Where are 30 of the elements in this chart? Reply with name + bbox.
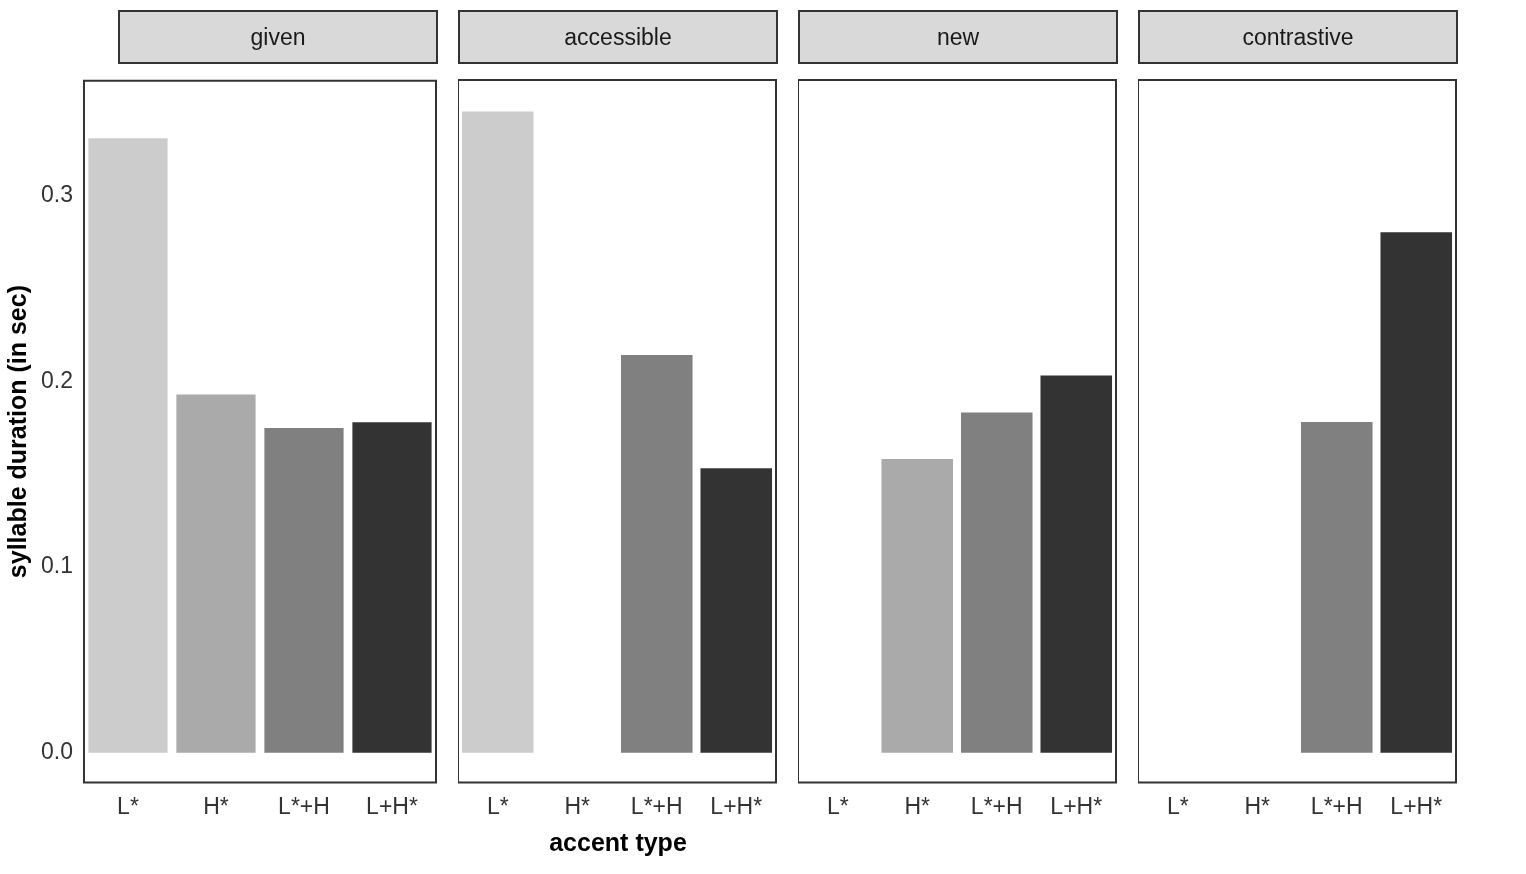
- x-tick-label: L+H*: [1390, 792, 1443, 819]
- x-tick-label: L*: [486, 792, 509, 819]
- chart-title: contrastive: [1138, 10, 1458, 64]
- x-tick-label: L*+H: [1310, 792, 1363, 819]
- chart-title: new: [798, 10, 1118, 64]
- x-tick-label: L*: [826, 792, 849, 819]
- bar: [352, 422, 432, 753]
- y-tick-label: 0.3: [40, 181, 73, 208]
- x-tick-label: L*+H: [630, 792, 683, 819]
- y-tick-label: 0.1: [40, 552, 73, 579]
- x-tick-label: L*+H: [970, 792, 1023, 819]
- y-tick-label: 0.0: [40, 738, 73, 765]
- x-tick-label: L+H*: [710, 792, 763, 819]
- x-tick-label: L+H*: [366, 792, 418, 819]
- bar: [176, 394, 256, 753]
- x-tick-label: H*: [904, 792, 931, 819]
- bar: [88, 138, 168, 753]
- x-tick-label: L+H*: [1050, 792, 1103, 819]
- x-tick-label: L*: [1166, 792, 1189, 819]
- y-axis-title: syllable duration (in sec): [2, 285, 31, 579]
- bar: [264, 427, 344, 753]
- x-axis-title: accent type: [548, 828, 688, 857]
- x-tick-label: H*: [1244, 792, 1271, 819]
- y-tick-label: 0.2: [40, 366, 73, 393]
- chart-title: given: [118, 10, 438, 64]
- x-tick-label: L*+H: [278, 792, 330, 819]
- x-tick-label: L*: [117, 792, 139, 819]
- chart-title: accessible: [458, 10, 778, 64]
- x-tick-label: H*: [203, 792, 229, 819]
- x-tick-label: H*: [564, 792, 591, 819]
